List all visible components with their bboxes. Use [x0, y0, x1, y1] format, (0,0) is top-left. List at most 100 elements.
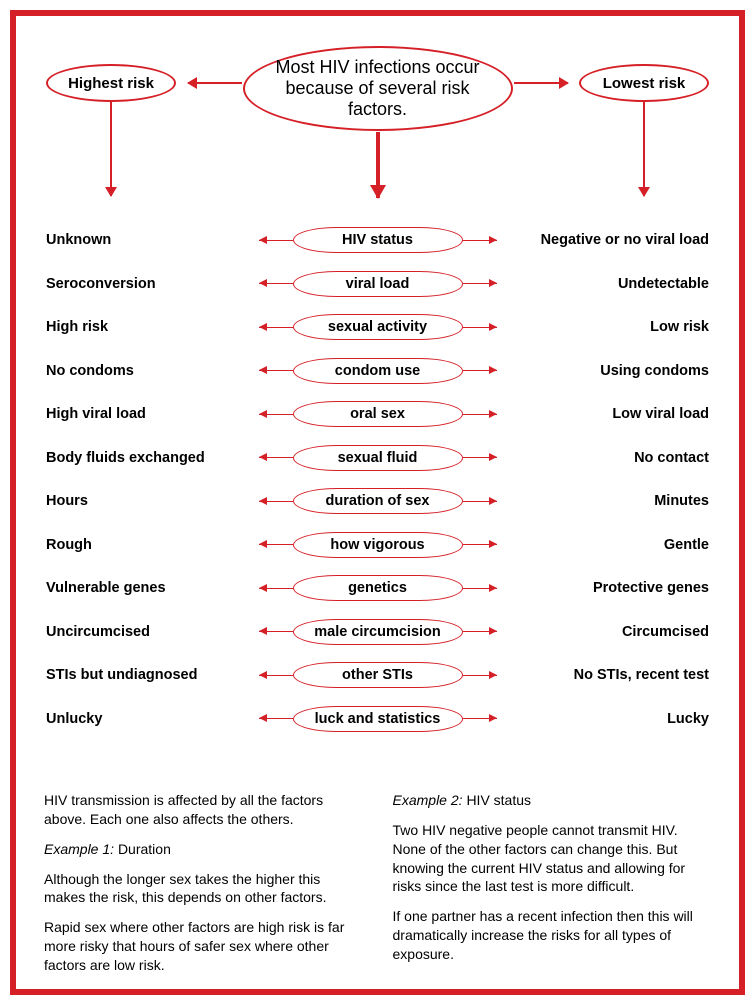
- arrow-right-icon: [463, 457, 497, 458]
- diagram-frame: Most HIV infections occur because of sev…: [10, 10, 745, 995]
- factor-name: sexual activity: [328, 319, 427, 335]
- factor-name: male circumcision: [314, 624, 441, 640]
- factor-name: genetics: [348, 580, 407, 596]
- factor-low-label: No STIs, recent test: [497, 667, 710, 683]
- factor-row: Vulnerable genes genetics Protective gen…: [46, 574, 709, 602]
- factor-low-label: Gentle: [497, 537, 710, 553]
- factor-low-label: Undetectable: [497, 276, 710, 292]
- arrow-right-icon: [463, 501, 497, 502]
- arrow-right-icon: [463, 675, 497, 676]
- factor-pill: duration of sex: [293, 488, 463, 514]
- arrow-left-icon: [259, 501, 293, 502]
- factor-name: sexual fluid: [338, 450, 418, 466]
- factor-high-label: High risk: [46, 319, 259, 335]
- factor-name: luck and statistics: [315, 711, 441, 727]
- example-1-p1: Although the longer sex takes the higher…: [44, 870, 363, 908]
- factor-row: High risk sexual activity Low risk: [46, 313, 709, 341]
- diagram-content: Most HIV infections occur because of sev…: [16, 16, 739, 989]
- arrow-left-icon: [259, 718, 293, 719]
- factor-high-label: STIs but undiagnosed: [46, 667, 259, 683]
- example-2-heading: Example 2: HIV status: [393, 791, 712, 810]
- factor-low-label: Negative or no viral load: [497, 232, 710, 248]
- example-2-label: Example 2:: [393, 792, 463, 808]
- arrow-right-icon: [463, 588, 497, 589]
- arrow-right-icon: [463, 631, 497, 632]
- explanation-col-2: Example 2: HIV status Two HIV negative p…: [393, 791, 712, 975]
- header-left-oval: Highest risk: [46, 64, 176, 102]
- header-right-text: Lowest risk: [603, 75, 686, 92]
- factor-low-label: Lucky: [497, 711, 710, 727]
- factor-high-label: Rough: [46, 537, 259, 553]
- factor-high-label: Uncircumcised: [46, 624, 259, 640]
- arrow-center-to-right-oval: [514, 82, 568, 84]
- factor-low-label: Low viral load: [497, 406, 710, 422]
- arrow-left-icon: [259, 544, 293, 545]
- factor-high-label: No condoms: [46, 363, 259, 379]
- factor-pill: oral sex: [293, 401, 463, 427]
- explanation-columns: HIV transmission is affected by all the …: [44, 791, 711, 975]
- factor-row: Hours duration of sex Minutes: [46, 487, 709, 515]
- header-center-text: Most HIV infections occur because of sev…: [265, 57, 491, 120]
- factor-low-label: No contact: [497, 450, 710, 466]
- factor-high-label: Seroconversion: [46, 276, 259, 292]
- factor-low-label: Protective genes: [497, 580, 710, 596]
- example-2-title: HIV status: [466, 792, 531, 808]
- factor-low-label: Circumcised: [497, 624, 710, 640]
- factor-row: Seroconversion viral load Undetectable: [46, 270, 709, 298]
- arrow-right-icon: [463, 370, 497, 371]
- arrow-right-icon: [463, 544, 497, 545]
- factor-row: No condoms condom use Using condoms: [46, 357, 709, 385]
- factor-pill: male circumcision: [293, 619, 463, 645]
- factor-name: HIV status: [342, 232, 413, 248]
- factor-row: High viral load oral sex Low viral load: [46, 400, 709, 428]
- arrow-right-icon: [463, 414, 497, 415]
- factor-high-label: Body fluids exchanged: [46, 450, 259, 466]
- arrow-left-icon: [259, 588, 293, 589]
- arrow-right-icon: [463, 327, 497, 328]
- factor-high-label: Unknown: [46, 232, 259, 248]
- arrow-right-icon: [463, 718, 497, 719]
- factor-pill: how vigorous: [293, 532, 463, 558]
- arrow-right-down: [643, 102, 645, 196]
- factor-high-label: Unlucky: [46, 711, 259, 727]
- factor-row: STIs but undiagnosed other STIs No STIs,…: [46, 661, 709, 689]
- factor-row: Rough how vigorous Gentle: [46, 531, 709, 559]
- arrow-left-icon: [259, 631, 293, 632]
- arrow-center-down: [376, 132, 380, 198]
- factors-list: Unknown HIV status Negative or no viral …: [46, 226, 709, 733]
- factor-name: duration of sex: [326, 493, 430, 509]
- explanation-col-1: HIV transmission is affected by all the …: [44, 791, 363, 975]
- factor-pill: other STIs: [293, 662, 463, 688]
- arrow-left-icon: [259, 370, 293, 371]
- arrow-center-to-left-oval: [188, 82, 242, 84]
- factor-row: Body fluids exchanged sexual fluid No co…: [46, 444, 709, 472]
- factor-pill: viral load: [293, 271, 463, 297]
- factor-pill: sexual activity: [293, 314, 463, 340]
- header-left-text: Highest risk: [68, 75, 154, 92]
- example-2-p2: If one partner has a recent infection th…: [393, 907, 712, 964]
- example-1-p2: Rapid sex where other factors are high r…: [44, 918, 363, 975]
- arrow-left-icon: [259, 457, 293, 458]
- factor-high-label: Vulnerable genes: [46, 580, 259, 596]
- arrow-left-icon: [259, 327, 293, 328]
- factor-name: other STIs: [342, 667, 413, 683]
- arrow-left-icon: [259, 283, 293, 284]
- example-1-label: Example 1:: [44, 841, 114, 857]
- factor-pill: luck and statistics: [293, 706, 463, 732]
- factor-low-label: Using condoms: [497, 363, 710, 379]
- factor-name: how vigorous: [330, 537, 424, 553]
- factor-high-label: High viral load: [46, 406, 259, 422]
- factor-high-label: Hours: [46, 493, 259, 509]
- factor-pill: condom use: [293, 358, 463, 384]
- factor-name: condom use: [335, 363, 420, 379]
- arrow-right-icon: [463, 240, 497, 241]
- arrow-left-icon: [259, 240, 293, 241]
- factor-row: Uncircumcised male circumcision Circumci…: [46, 618, 709, 646]
- explain-intro: HIV transmission is affected by all the …: [44, 791, 363, 829]
- header-right-oval: Lowest risk: [579, 64, 709, 102]
- example-1-title: Duration: [118, 841, 171, 857]
- factor-name: viral load: [346, 276, 410, 292]
- factor-pill: sexual fluid: [293, 445, 463, 471]
- factor-pill: genetics: [293, 575, 463, 601]
- factor-name: oral sex: [350, 406, 405, 422]
